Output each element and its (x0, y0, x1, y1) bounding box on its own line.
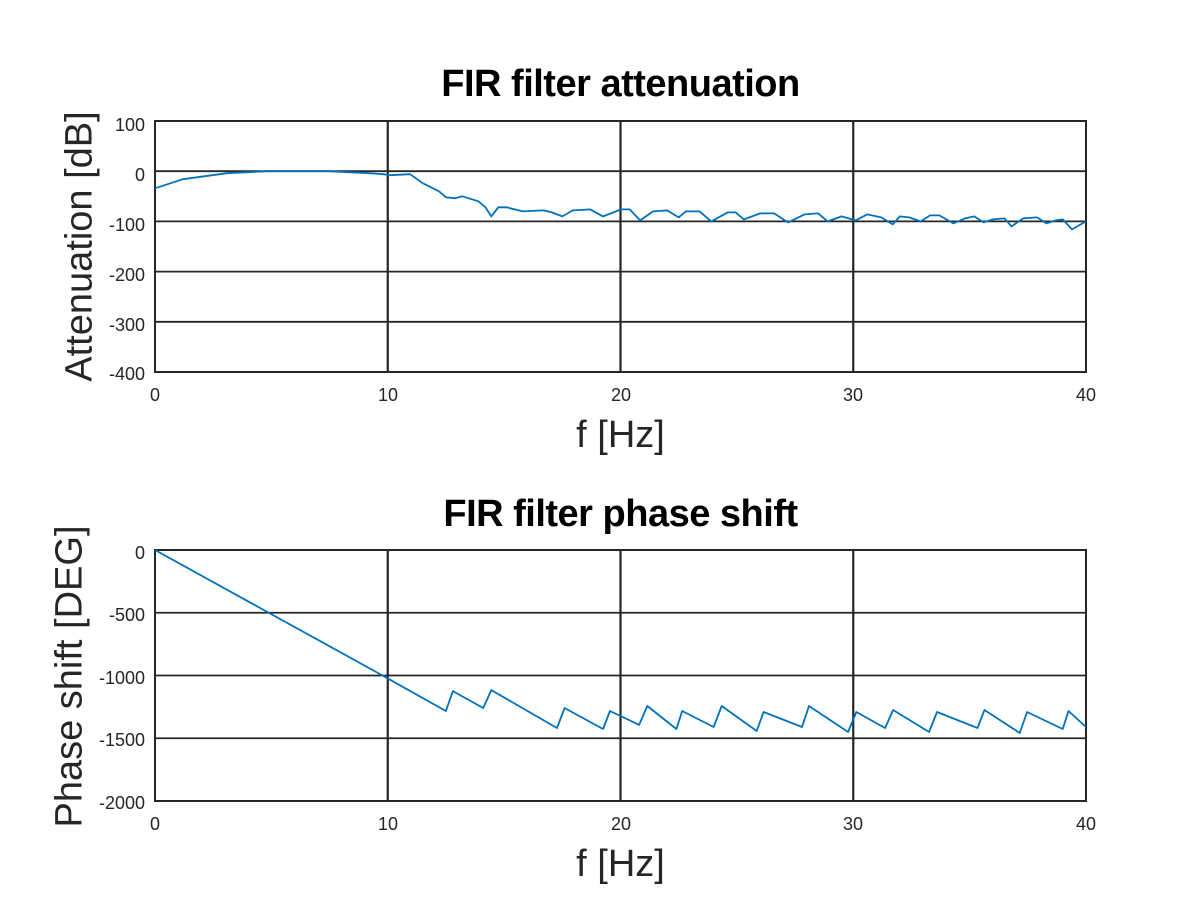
attenuation-line (154, 170, 1087, 231)
phase-grid (155, 550, 1086, 801)
attenuation-ytick: -100 (108, 215, 145, 235)
attenuation-ytick: -200 (108, 265, 145, 285)
attenuation-xtick: 0 (149, 385, 160, 405)
phase-axes-frame (154, 549, 1087, 802)
phase-line (154, 549, 1087, 734)
phase-ytick: -1500 (98, 730, 145, 750)
phase-ytick: 0 (134, 543, 145, 563)
phase-plot-area (154, 549, 1087, 802)
attenuation-ytick: 0 (134, 165, 145, 185)
phase-ytick: -1000 (98, 668, 145, 688)
attenuation-x-axis-label: f [Hz] (576, 414, 665, 456)
attenuation-axes-frame (154, 120, 1087, 373)
attenuation-plot-area (154, 120, 1087, 373)
phase-xtick: 30 (842, 814, 864, 834)
phase-ytick: -2000 (98, 793, 145, 813)
attenuation-grid (155, 121, 1086, 372)
phase-chart-title: FIR filter phase shift (443, 493, 798, 535)
attenuation-xtick: 20 (610, 385, 632, 405)
phase-xtick: 40 (1075, 814, 1097, 834)
attenuation-xtick: 10 (377, 385, 399, 405)
attenuation-xtick: 30 (842, 385, 864, 405)
phase-xtick: 10 (377, 814, 399, 834)
attenuation-xtick: 40 (1075, 385, 1097, 405)
attenuation-ytick: 100 (114, 115, 145, 135)
attenuation-chart-title: FIR filter attenuation (441, 63, 800, 105)
attenuation-ytick: -400 (108, 364, 145, 384)
phase-xtick: 0 (149, 814, 160, 834)
attenuation-ytick: -300 (108, 315, 145, 335)
phase-xtick: 20 (610, 814, 632, 834)
phase-ytick: -500 (108, 605, 145, 625)
phase-x-axis-label: f [Hz] (576, 843, 665, 885)
